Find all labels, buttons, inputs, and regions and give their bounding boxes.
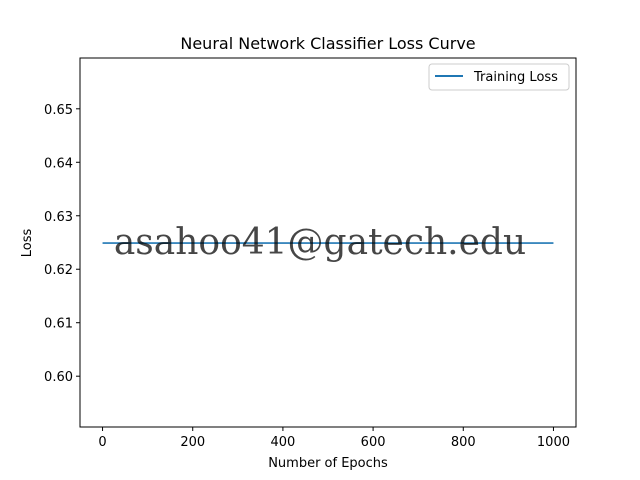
watermark-email: asahoo41@gatech.edu — [114, 222, 526, 263]
y-axis-label: Loss — [20, 229, 35, 258]
legend-entry-label: Training Loss — [473, 70, 558, 85]
x-tick-label: 400 — [270, 435, 295, 450]
legend: Training Loss — [428, 63, 570, 91]
x-tick-label: 1000 — [537, 435, 570, 450]
x-tick-label: 600 — [361, 435, 386, 450]
x-tick-label: 200 — [180, 435, 205, 450]
x-axis-label: Number of Epochs — [268, 456, 388, 471]
plot-area — [79, 57, 577, 428]
legend-box — [428, 63, 570, 91]
y-tick-label: 0.63 — [44, 210, 73, 225]
y-tick-label: 0.60 — [44, 370, 73, 385]
y-axis-ticks: 0.60 0.61 0.62 0.63 0.64 0.65 — [44, 103, 80, 385]
x-tick-label: 0 — [98, 435, 106, 450]
chart-title: Neural Network Classifier Loss Curve — [180, 34, 475, 53]
x-axis-ticks: 0 200 400 600 800 1000 — [98, 427, 570, 450]
y-tick-label: 0.64 — [44, 156, 73, 171]
y-tick-label: 0.61 — [44, 317, 73, 332]
x-tick-label: 800 — [451, 435, 476, 450]
y-tick-label: 0.65 — [44, 103, 73, 118]
y-tick-label: 0.62 — [44, 263, 73, 278]
